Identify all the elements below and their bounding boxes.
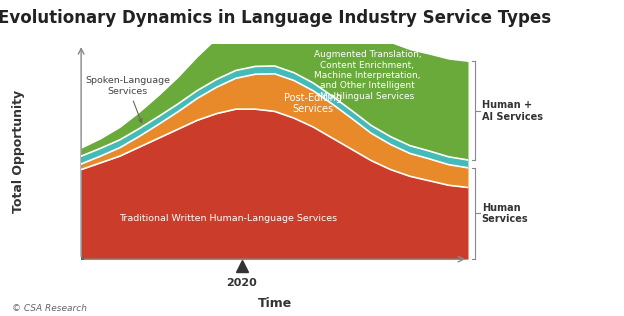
Text: Total Opportunity: Total Opportunity — [12, 90, 25, 213]
Text: Human +
AI Services: Human + AI Services — [482, 100, 543, 122]
Text: Spoken-Language
Services: Spoken-Language Services — [85, 76, 170, 123]
Text: Traditional Written Human-Language Services: Traditional Written Human-Language Servi… — [119, 214, 337, 223]
Text: Evolutionary Dynamics in Language Industry Service Types: Evolutionary Dynamics in Language Indust… — [0, 9, 551, 27]
Text: Human
Services: Human Services — [482, 203, 529, 224]
Text: © CSA Research: © CSA Research — [12, 304, 87, 313]
Text: Post-Editing
Services: Post-Editing Services — [285, 93, 342, 114]
Text: 2020: 2020 — [227, 278, 257, 288]
Text: Time: Time — [258, 297, 291, 310]
Text: Augmented Translation,
Content Enrichment,
Machine Interpretation,
and Other Int: Augmented Translation, Content Enrichmen… — [314, 50, 421, 101]
